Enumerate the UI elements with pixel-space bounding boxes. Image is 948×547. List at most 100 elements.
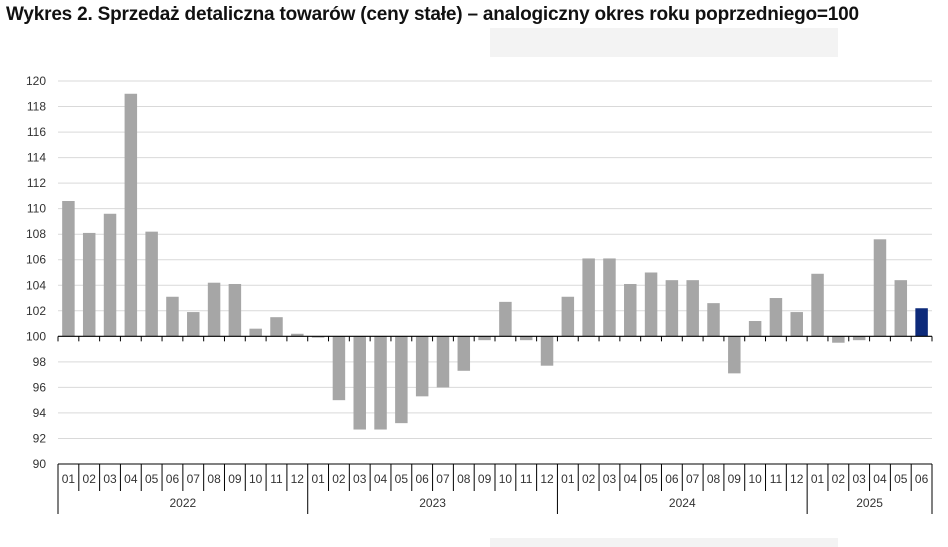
chart-title: Wykres 2. Sprzedaż detaliczna towarów (c… bbox=[6, 4, 859, 25]
bar bbox=[728, 336, 741, 374]
bar bbox=[353, 336, 366, 430]
bar bbox=[374, 336, 387, 430]
y-tick-label: 102 bbox=[26, 304, 46, 318]
bar bbox=[62, 201, 75, 337]
x-tick-label: 08 bbox=[207, 472, 221, 486]
x-tick-label: 06 bbox=[915, 472, 929, 486]
y-tick-label: 120 bbox=[26, 74, 46, 88]
bar bbox=[769, 298, 783, 337]
y-tick-label: 100 bbox=[26, 329, 46, 343]
y-tick-label: 116 bbox=[27, 125, 46, 139]
bar bbox=[665, 280, 679, 337]
bar bbox=[332, 336, 346, 401]
x-tick-label: 10 bbox=[249, 472, 263, 486]
x-tick-label: 09 bbox=[478, 472, 492, 486]
bar bbox=[748, 321, 762, 337]
bar bbox=[811, 273, 824, 337]
bar bbox=[707, 303, 720, 337]
x-tick-label: 01 bbox=[62, 472, 76, 486]
bar bbox=[852, 336, 866, 341]
x-tick-label: 09 bbox=[228, 472, 242, 486]
bar bbox=[457, 336, 471, 371]
bar bbox=[686, 280, 699, 337]
background-shade-bottom bbox=[490, 538, 838, 547]
bar bbox=[291, 333, 304, 337]
x-tick-label: 07 bbox=[436, 472, 450, 486]
x-tick-label: 01 bbox=[811, 472, 825, 486]
bar bbox=[561, 296, 575, 337]
bar bbox=[207, 282, 221, 337]
x-tick-label: 02 bbox=[83, 472, 97, 486]
bar bbox=[915, 308, 928, 337]
bar bbox=[166, 296, 179, 337]
x-tick-label: 11 bbox=[520, 472, 533, 486]
bar bbox=[894, 280, 908, 337]
bar bbox=[832, 336, 845, 343]
x-tick-label: 11 bbox=[770, 472, 783, 486]
bar bbox=[311, 336, 325, 338]
y-tick-label: 114 bbox=[27, 151, 46, 165]
background-shade-top bbox=[490, 28, 838, 57]
bar bbox=[145, 231, 158, 337]
bar bbox=[873, 239, 887, 337]
x-tick-label: 03 bbox=[603, 472, 617, 486]
x-tick-label: 08 bbox=[457, 472, 471, 486]
x-tick-label: 02 bbox=[832, 472, 846, 486]
x-tick-label: 03 bbox=[353, 472, 367, 486]
bar bbox=[540, 336, 554, 366]
x-tick-label: 10 bbox=[748, 472, 762, 486]
year-label: 2023 bbox=[419, 496, 446, 510]
bar bbox=[228, 283, 242, 337]
bar bbox=[415, 336, 429, 397]
x-tick-label: 12 bbox=[540, 472, 554, 486]
x-tick-label: 07 bbox=[686, 472, 700, 486]
x-tick-label: 06 bbox=[415, 472, 429, 486]
x-tick-label: 04 bbox=[124, 472, 138, 486]
x-tick-label: 01 bbox=[311, 472, 325, 486]
x-tick-label: 08 bbox=[707, 472, 721, 486]
y-tick-label: 118 bbox=[27, 100, 46, 114]
x-tick-label: 02 bbox=[332, 472, 346, 486]
x-tick-label: 06 bbox=[665, 472, 679, 486]
x-tick-label: 01 bbox=[561, 472, 575, 486]
y-tick-label: 106 bbox=[26, 253, 46, 267]
y-tick-label: 90 bbox=[33, 457, 47, 471]
bar bbox=[187, 312, 200, 337]
year-label: 2024 bbox=[669, 496, 696, 510]
bar bbox=[249, 328, 262, 337]
x-tick-label: 06 bbox=[166, 472, 180, 486]
bar bbox=[395, 336, 408, 424]
x-tick-label: 12 bbox=[291, 472, 305, 486]
x-tick-label: 11 bbox=[270, 472, 283, 486]
y-tick-label: 110 bbox=[27, 202, 46, 216]
bar bbox=[603, 258, 616, 337]
year-label: 2025 bbox=[856, 496, 883, 510]
bar bbox=[582, 258, 595, 337]
bar bbox=[478, 336, 491, 341]
y-tick-label: 104 bbox=[26, 278, 46, 292]
bar bbox=[103, 213, 117, 337]
x-tick-label: 03 bbox=[103, 472, 117, 486]
x-tick-label: 04 bbox=[873, 472, 887, 486]
x-tick-label: 12 bbox=[790, 472, 804, 486]
x-tick-label: 05 bbox=[145, 472, 159, 486]
x-tick-label: 04 bbox=[374, 472, 388, 486]
x-tick-label: 03 bbox=[852, 472, 866, 486]
x-tick-label: 05 bbox=[395, 472, 409, 486]
bar bbox=[644, 272, 658, 337]
bar bbox=[270, 317, 283, 337]
y-tick-label: 94 bbox=[33, 406, 47, 420]
x-tick-label: 07 bbox=[187, 472, 201, 486]
y-tick-label: 112 bbox=[27, 176, 46, 190]
bar bbox=[790, 312, 803, 337]
x-tick-label: 09 bbox=[728, 472, 742, 486]
x-tick-label: 05 bbox=[894, 472, 908, 486]
x-tick-label: 04 bbox=[624, 472, 638, 486]
bar bbox=[499, 301, 512, 337]
y-tick-label: 98 bbox=[33, 355, 47, 369]
bar bbox=[82, 232, 96, 337]
y-tick-label: 96 bbox=[33, 380, 47, 394]
y-tick-label: 108 bbox=[26, 227, 46, 241]
year-label: 2022 bbox=[170, 496, 197, 510]
